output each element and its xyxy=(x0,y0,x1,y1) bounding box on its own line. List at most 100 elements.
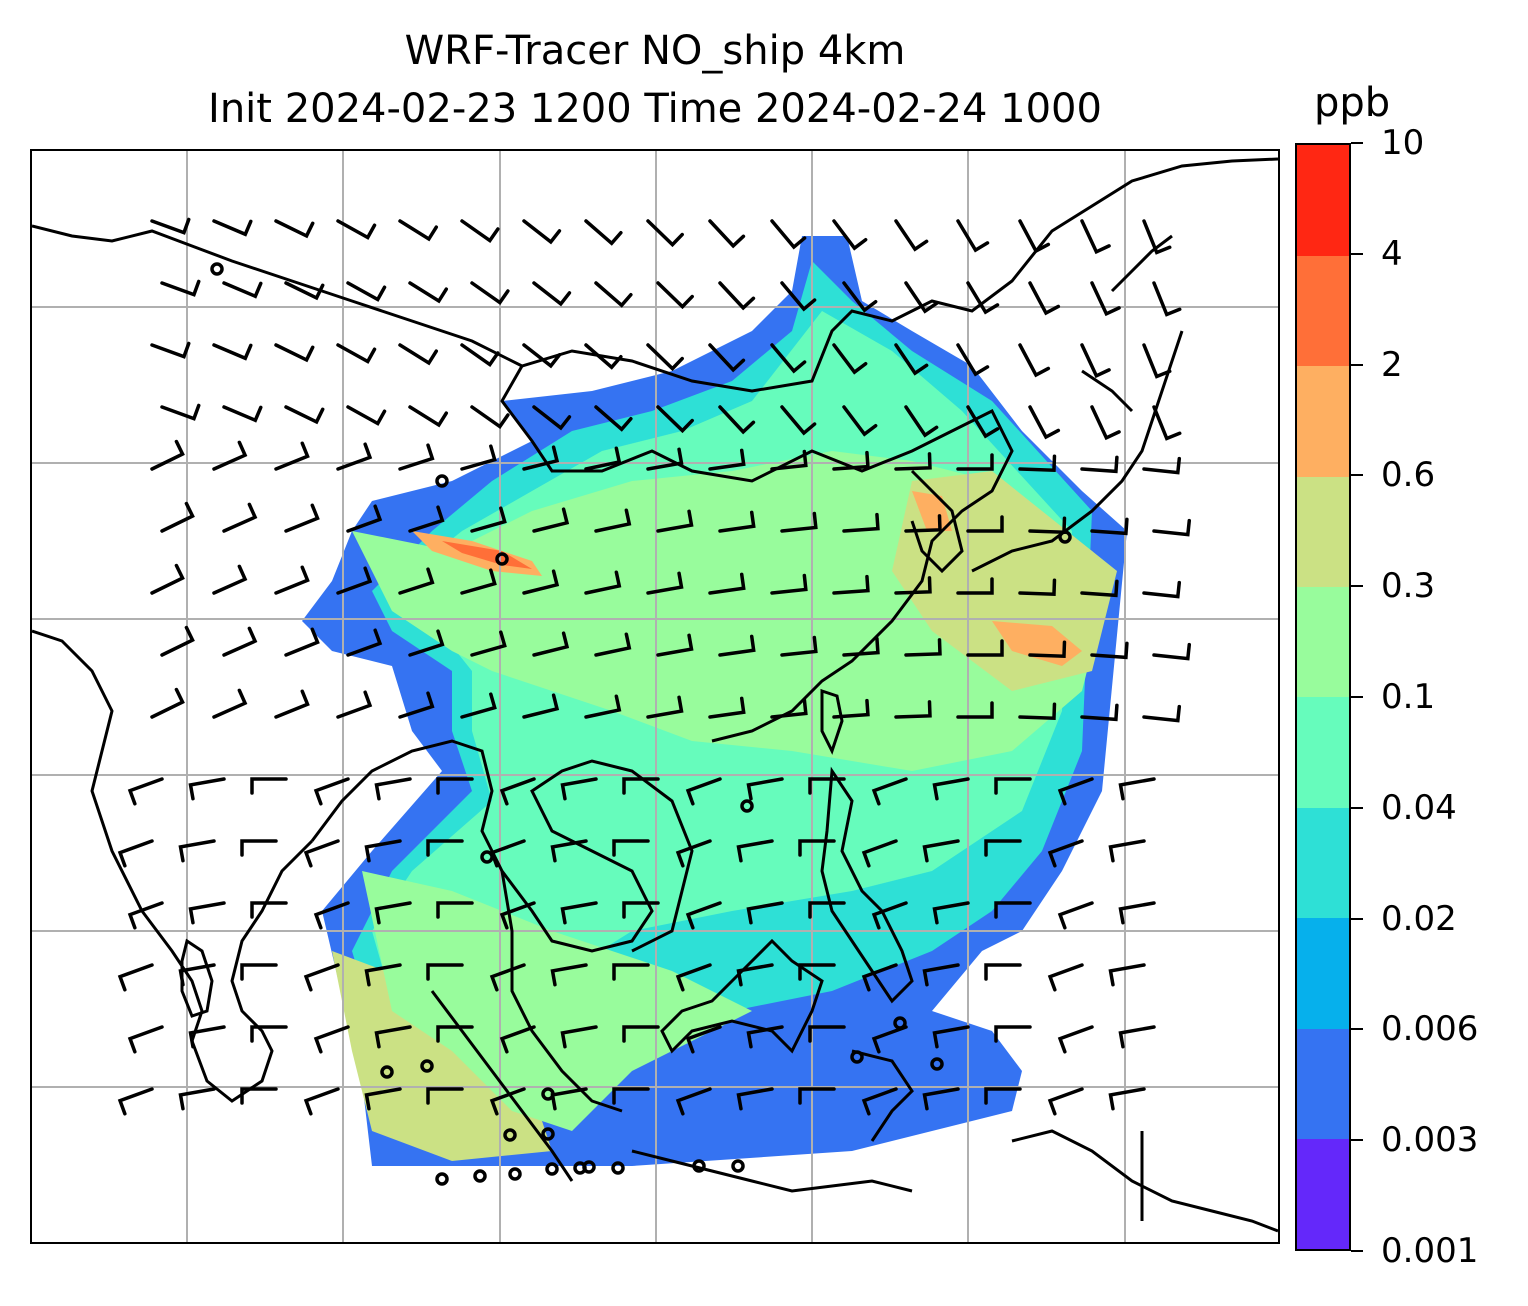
colorbar-tick xyxy=(1351,474,1363,477)
map-subtitle: Init 2024-02-23 1200 Time 2024-02-24 100… xyxy=(208,86,1102,132)
wind-barb xyxy=(127,901,164,930)
wind-barb xyxy=(922,963,960,987)
wind-barb xyxy=(560,777,598,801)
calm-wind-marker xyxy=(731,1159,745,1173)
wind-barb xyxy=(646,695,684,719)
wind-barb xyxy=(1142,343,1172,379)
wind-barb xyxy=(808,777,846,795)
colorbar-segment xyxy=(1297,145,1349,256)
wind-barb xyxy=(212,688,248,719)
colorbar-tick-label: 0.001 xyxy=(1381,1231,1479,1271)
wind-barb xyxy=(284,503,320,533)
wind-barb xyxy=(584,446,622,471)
wind-barb xyxy=(346,628,383,657)
wind-barb xyxy=(584,343,623,370)
wind-barb xyxy=(770,219,807,250)
wind-barb xyxy=(313,1025,350,1054)
wind-barb xyxy=(1080,579,1119,598)
coastline-borneo xyxy=(660,938,824,1054)
wind-barb xyxy=(842,512,880,533)
wind-barb xyxy=(284,627,320,657)
wind-barb xyxy=(303,1087,340,1116)
wind-barbs xyxy=(117,217,1192,1186)
wind-barb xyxy=(956,343,990,377)
wind-barb xyxy=(212,440,248,471)
wind-barb xyxy=(250,1025,288,1043)
colorbar-tick xyxy=(1351,252,1363,255)
wind-barb xyxy=(736,839,774,863)
colorbar-tick-label: 0.02 xyxy=(1381,898,1457,939)
calm-wind-marker xyxy=(420,1059,434,1073)
wind-barb xyxy=(398,219,439,242)
wind-barb xyxy=(1142,219,1172,255)
calm-wind-marker xyxy=(380,1065,394,1079)
wind-barb xyxy=(150,439,185,471)
wind-barb xyxy=(780,635,818,657)
wind-barb xyxy=(770,573,808,595)
wind-barb xyxy=(1018,578,1057,596)
wind-barb xyxy=(212,564,248,595)
coastline-malay-peninsula xyxy=(500,870,623,1113)
wind-barb xyxy=(594,632,632,657)
wind-barb xyxy=(746,1025,784,1049)
wind-barb xyxy=(646,219,684,248)
colorbar-tick xyxy=(1351,1250,1363,1252)
calm-wind-marker xyxy=(611,1161,625,1175)
wind-barb xyxy=(398,691,435,719)
colorbar-tick xyxy=(1351,806,1363,809)
wind-barb xyxy=(718,405,756,435)
wind-barb xyxy=(1047,839,1084,868)
wind-barb xyxy=(532,281,572,307)
wind-barb xyxy=(398,443,435,471)
colorbar-tick-label: 10 xyxy=(1381,123,1425,163)
wind-barb xyxy=(904,405,939,438)
wind-barb xyxy=(1152,642,1192,661)
wind-barb xyxy=(522,569,560,595)
wind-barb xyxy=(932,901,970,925)
wind-barb xyxy=(150,341,191,359)
wind-barb xyxy=(584,694,622,719)
field-yellow-south xyxy=(332,951,552,1161)
wind-barb xyxy=(178,1087,216,1111)
colorbar-tick-label: 0.3 xyxy=(1381,566,1436,607)
wind-barb xyxy=(780,405,817,436)
wind-barb xyxy=(470,281,510,305)
wind-barb xyxy=(560,1025,598,1049)
wind-barb xyxy=(1152,405,1182,441)
colorbar-tick xyxy=(1351,585,1363,588)
wind-barb xyxy=(212,343,253,361)
coastlines xyxy=(32,157,1278,1233)
wind-barb xyxy=(150,563,185,595)
wind-barb xyxy=(1018,702,1057,720)
wind-barb xyxy=(550,963,588,987)
wind-barb xyxy=(994,777,1032,795)
wind-barb xyxy=(188,777,226,801)
wind-barb xyxy=(622,777,660,795)
wind-barb xyxy=(1018,219,1051,254)
wind-barb xyxy=(708,448,746,471)
wind-barb xyxy=(594,281,633,308)
wind-barb xyxy=(770,697,808,719)
wind-barb xyxy=(656,633,694,657)
wind-barb xyxy=(594,405,633,432)
coastline-sumatra xyxy=(430,990,574,1182)
wind-barb xyxy=(522,693,560,719)
wind-barb xyxy=(160,403,201,421)
colorbar-tick-label: 0.003 xyxy=(1381,1120,1479,1161)
calm-wind-marker xyxy=(480,850,494,864)
wind-barb xyxy=(117,839,154,868)
wind-barb xyxy=(1090,517,1129,536)
wind-barb xyxy=(460,343,500,367)
wind-barb xyxy=(240,963,278,981)
wind-barb xyxy=(871,1025,908,1054)
wind-barb xyxy=(798,963,836,981)
colorbar-tick-label: 2 xyxy=(1381,344,1403,385)
coastline-taiwan xyxy=(820,688,844,755)
wind-barb xyxy=(398,343,439,366)
wind-barb xyxy=(1090,281,1121,317)
wind-barb xyxy=(222,502,258,533)
wind-barb xyxy=(336,566,373,595)
wind-barb xyxy=(150,687,185,719)
colorbar-tick xyxy=(1351,1028,1363,1031)
wind-barb xyxy=(832,343,868,375)
